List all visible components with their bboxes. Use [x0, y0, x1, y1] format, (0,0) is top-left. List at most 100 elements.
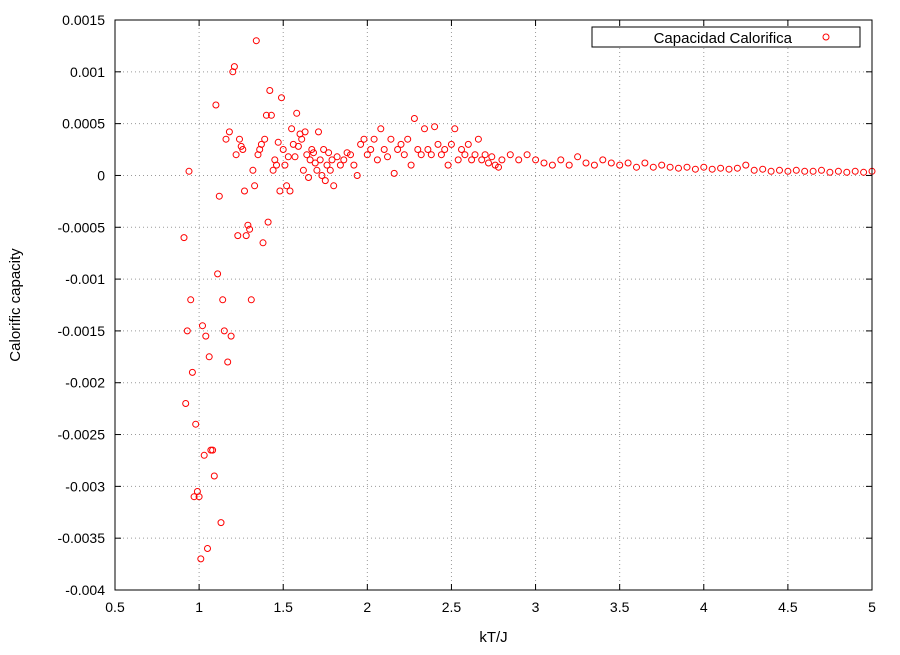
data-point	[320, 146, 328, 153]
data-point	[666, 163, 674, 171]
data-point	[210, 472, 218, 480]
x-tick-label: 3.5	[610, 599, 630, 615]
x-tick-label: 5	[868, 599, 876, 615]
data-point	[818, 166, 825, 174]
y-tick-label: -0.0035	[58, 530, 106, 546]
data-point	[249, 166, 257, 174]
data-point	[557, 156, 565, 164]
data-point	[205, 353, 213, 361]
data-point	[801, 167, 809, 175]
data-point	[303, 151, 311, 159]
x-tick-label: 3	[532, 599, 540, 615]
data-point	[204, 545, 211, 552]
data-point	[431, 123, 439, 131]
data-point	[281, 161, 289, 169]
y-tick-label: 0.001	[70, 64, 105, 80]
data-point	[708, 165, 716, 173]
data-point	[590, 161, 598, 169]
data-point	[353, 172, 361, 179]
data-point	[784, 167, 792, 175]
data-point	[217, 519, 225, 527]
data-point	[532, 156, 540, 164]
data-point	[199, 322, 206, 330]
data-point	[192, 420, 200, 428]
x-tick-label: 4.5	[778, 599, 798, 615]
data-point	[326, 166, 334, 174]
data-point	[481, 151, 489, 159]
data-point	[683, 163, 691, 171]
data-point	[278, 94, 285, 102]
y-tick-label: -0.003	[65, 478, 105, 494]
data-point	[370, 135, 378, 143]
data-point	[212, 101, 220, 109]
legend-marker	[822, 33, 830, 41]
data-point	[182, 400, 190, 407]
data-point	[582, 159, 590, 167]
data-point	[251, 182, 259, 190]
data-point	[407, 161, 415, 169]
data-point	[311, 159, 319, 167]
data-point	[222, 135, 230, 143]
data-point	[414, 146, 422, 153]
data-point	[843, 168, 851, 176]
data-point	[444, 161, 452, 169]
data-point	[384, 153, 391, 161]
data-point	[434, 140, 442, 148]
data-point	[187, 296, 195, 304]
data-point	[742, 161, 750, 169]
data-point	[225, 128, 233, 136]
data-point	[658, 161, 666, 169]
data-point	[264, 218, 272, 226]
data-point	[273, 161, 280, 169]
data-point	[283, 182, 291, 190]
data-point	[325, 149, 333, 157]
y-tick-label: 0	[97, 167, 105, 183]
y-axis-title: Calorific capacity	[7, 248, 24, 362]
y-tick-label: -0.001	[65, 271, 105, 287]
data-point	[219, 296, 227, 304]
data-point	[274, 138, 282, 146]
data-point	[410, 115, 418, 122]
data-point	[437, 151, 445, 159]
data-point	[305, 174, 312, 181]
data-point	[215, 192, 223, 200]
data-point	[315, 128, 322, 136]
data-point	[209, 446, 217, 454]
data-points	[180, 37, 876, 563]
data-point	[246, 225, 254, 233]
data-point	[599, 156, 607, 164]
data-point	[394, 146, 402, 153]
data-point	[188, 368, 196, 376]
data-point	[340, 156, 348, 164]
data-point	[380, 146, 388, 153]
data-point	[424, 146, 432, 153]
data-point	[291, 153, 299, 161]
data-point	[214, 270, 222, 278]
plot-area-frame	[114, 19, 873, 591]
axis-ticks: 0.5 1 1.5 2 2.5 3 3.5 4 4.5 5 -0.004 -0.0035 -0.003 -…	[58, 12, 877, 615]
x-tick-label: 4	[700, 599, 708, 615]
data-point	[717, 164, 725, 172]
y-tick-label: -0.0005	[58, 219, 106, 235]
data-point	[288, 125, 296, 133]
data-point	[404, 135, 412, 143]
data-point	[776, 166, 783, 174]
data-point	[495, 163, 502, 171]
data-point	[750, 166, 758, 174]
y-tick-label: -0.0025	[58, 427, 106, 443]
x-axis-title: kT/J	[479, 629, 507, 646]
data-point	[427, 151, 435, 159]
data-point	[523, 151, 531, 159]
data-point	[347, 151, 354, 159]
data-point	[485, 159, 492, 167]
data-point	[649, 163, 657, 171]
data-point	[387, 135, 395, 143]
data-point	[417, 151, 425, 159]
data-point	[266, 87, 274, 94]
data-point	[454, 156, 462, 164]
data-point	[809, 167, 817, 175]
data-point	[826, 168, 834, 176]
data-point	[447, 140, 455, 148]
